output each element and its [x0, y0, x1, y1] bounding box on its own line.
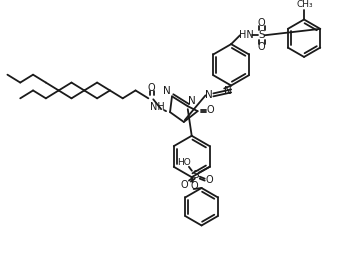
Text: O: O — [258, 42, 266, 52]
Text: S: S — [258, 30, 265, 40]
Text: O: O — [258, 18, 266, 28]
Text: S: S — [193, 170, 199, 180]
Text: N: N — [163, 87, 171, 97]
Text: O: O — [191, 181, 198, 191]
Text: O: O — [148, 83, 155, 93]
Text: CH₃: CH₃ — [297, 0, 313, 9]
Text: HO: HO — [177, 158, 191, 167]
Text: N: N — [224, 87, 232, 97]
Text: N: N — [205, 90, 212, 100]
Text: HN: HN — [238, 30, 253, 40]
Text: NH: NH — [150, 102, 164, 112]
Text: N: N — [188, 96, 196, 106]
Text: O: O — [206, 175, 213, 185]
Text: O: O — [180, 179, 188, 189]
Text: O: O — [207, 105, 214, 115]
